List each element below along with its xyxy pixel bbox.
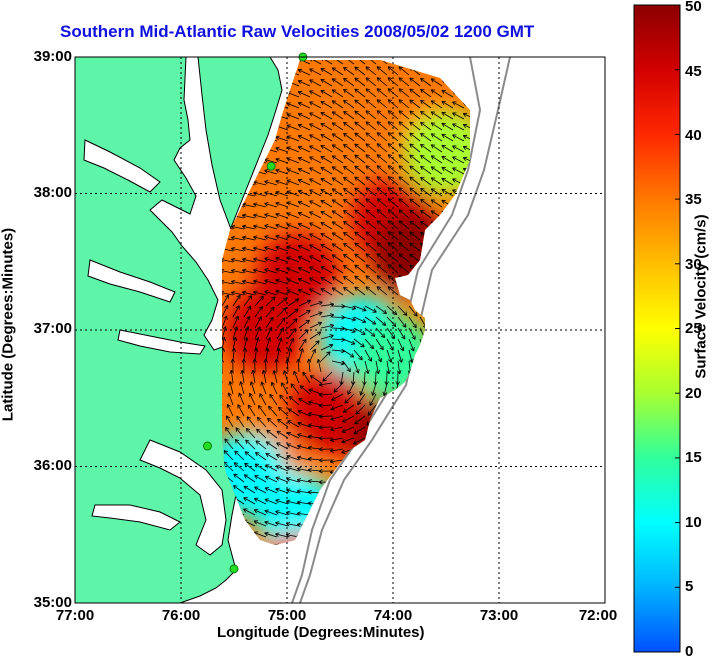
colorbar-label: Surface Velocity (cm/s) xyxy=(693,207,710,387)
colorbar-tick-label: 5 xyxy=(685,578,693,595)
colorbar-tick-label: 0 xyxy=(685,643,693,660)
x-tick-label: 74:00 xyxy=(363,607,423,624)
radar-site-marker xyxy=(230,565,238,573)
radar-site-marker xyxy=(267,162,275,170)
colorbar-tick-label: 20 xyxy=(685,385,702,402)
x-tick-label: 77:00 xyxy=(45,607,105,624)
colorbar-tick-label: 10 xyxy=(685,514,702,531)
colorbar-tick-label: 15 xyxy=(685,449,702,466)
x-tick-label: 76:00 xyxy=(151,607,211,624)
y-tick-label: 39:00 xyxy=(20,48,72,65)
colorbar xyxy=(634,5,680,652)
radar-site-marker xyxy=(204,442,212,450)
y-tick-label: 37:00 xyxy=(20,320,72,337)
y-axis-label: Latitude (Degrees:Minutes) xyxy=(0,225,17,425)
x-tick-label: 75:00 xyxy=(257,607,317,624)
y-tick-label: 36:00 xyxy=(20,457,72,474)
y-tick-label: 38:00 xyxy=(20,184,72,201)
x-tick-label: 73:00 xyxy=(469,607,529,624)
x-tick-label: 72:00 xyxy=(568,607,628,624)
colorbar-tick-label: 45 xyxy=(685,63,702,80)
colorbar-tick-label: 35 xyxy=(685,191,702,208)
colorbar-tick-label: 40 xyxy=(685,127,702,144)
colorbar-tick-label: 50 xyxy=(685,0,702,15)
x-axis-label: Longitude (Degrees:Minutes) xyxy=(217,624,425,641)
colorbar-gradient xyxy=(634,5,680,652)
